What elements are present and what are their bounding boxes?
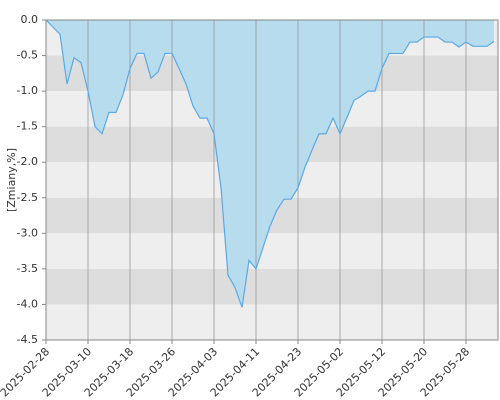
y-tick-label: -2.0 [17,155,38,168]
y-tick-label: -0.5 [17,49,38,62]
y-tick-label: -4.5 [17,333,38,346]
band [46,304,498,340]
area-fill [46,20,494,308]
line [45,19,495,308]
y-tick-label: -3.0 [17,226,38,239]
y-tick-label: 0.0 [21,13,39,26]
band [46,233,498,269]
plot-frame [45,19,499,341]
y-tick-label: -1.0 [17,84,38,97]
y-axis-label: [Zmiany,%] [5,148,18,212]
y-tick-label: -2.5 [17,191,38,204]
y-tick-label: -3.5 [17,262,38,275]
y-tick-label: -4.0 [17,297,38,310]
y-tick-label: -1.5 [17,120,38,133]
band [46,268,498,305]
